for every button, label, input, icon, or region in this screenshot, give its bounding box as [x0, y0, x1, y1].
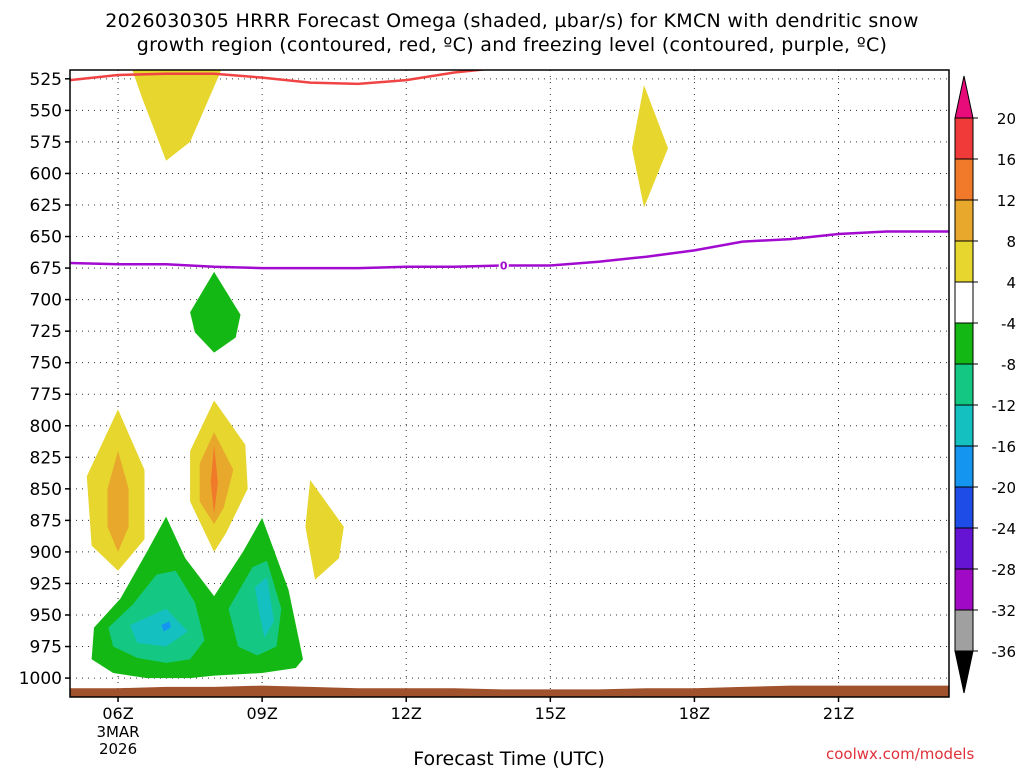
colorbar-label-4: 4 — [1006, 274, 1016, 292]
y-tick-label-850: 850 — [30, 480, 62, 500]
date-label-1: 2026 — [99, 740, 137, 758]
colorbar: 20 16 12 8 4 -4 -8 -12 -16 -20 -24 -28 -32 -36 — [954, 75, 1017, 694]
colorbar-bin-1 — [954, 158, 974, 201]
colorbar-label-9: -20 — [992, 479, 1017, 497]
y-tick-label-650: 650 — [30, 228, 62, 248]
y-tick-label-825: 825 — [30, 448, 62, 468]
y-tick-label-725: 725 — [30, 322, 62, 342]
colorbar-label-12: -32 — [992, 602, 1017, 620]
contour-label-bg — [498, 259, 509, 272]
y-tick-label-775: 775 — [30, 385, 62, 405]
shade-lower-blue-dot — [161, 621, 171, 632]
colorbar-label-8: -16 — [992, 438, 1017, 456]
omega-shading — [86, 70, 668, 679]
x-tick-label-09Z: 09Z — [246, 704, 277, 723]
colorbar-bottom-arrow — [954, 650, 974, 694]
colorbar-label-13: -36 — [992, 643, 1017, 661]
colorbar-label-7: -12 — [992, 397, 1017, 415]
shade-upper-right-patch — [632, 85, 668, 208]
x-tick-label-18Z: 18Z — [679, 704, 710, 723]
x-tick-label-15Z: 15Z — [535, 704, 566, 723]
colorbar-bin-3 — [954, 240, 974, 283]
colorbar-top-arrow — [954, 75, 974, 119]
shade-upper-rising-plume — [132, 70, 222, 161]
colorbar-bin-7 — [954, 404, 974, 447]
y-tick-label-625: 625 — [30, 196, 62, 216]
y-tick-label-975: 975 — [30, 638, 62, 658]
y-tick-label-700: 700 — [30, 291, 62, 311]
y-tick-label-950: 950 — [30, 606, 62, 626]
shade-mid-green-patch — [190, 271, 241, 353]
colorbar-bin-2 — [954, 199, 974, 242]
y-tick-label-575: 575 — [30, 133, 62, 153]
credit-text: coolwx.com/models — [826, 745, 975, 763]
shade-lower-teal-right — [228, 560, 282, 656]
x-tick-label-21Z: 21Z — [823, 704, 854, 723]
y-tick-label-925: 925 — [30, 574, 62, 594]
x-axis-label: Forecast Time (UTC) — [413, 748, 604, 768]
terrain — [70, 685, 949, 697]
date-label-0: 3MAR — [96, 723, 139, 741]
x-tick-label-06Z: 06Z — [102, 704, 133, 723]
contour-label: 0 — [500, 260, 508, 273]
y-tick-label-675: 675 — [30, 259, 62, 279]
colorbar-bin-4 — [954, 281, 974, 324]
colorbar-label-0: 20 — [997, 110, 1016, 128]
colorbar-label-3: 8 — [1006, 233, 1016, 251]
colorbar-label-2: 12 — [997, 192, 1016, 210]
colorbar-bin-0 — [954, 117, 974, 160]
chart-title-line-2: growth region (contoured, red, ºC) and f… — [136, 34, 888, 56]
shade-right-small-patch — [305, 480, 344, 580]
shade-left-column-inner — [107, 451, 129, 552]
y-tick-label-1000: 1000 — [19, 669, 62, 689]
x-tick-label-12Z: 12Z — [391, 704, 422, 723]
colorbar-label-11: -28 — [992, 561, 1017, 579]
colorbar-label-1: 16 — [997, 151, 1016, 169]
chart-title-line-1: 2026030305 HRRR Forecast Omega (shaded, … — [105, 10, 919, 32]
y-tick-label-525: 525 — [30, 70, 62, 90]
colorbar-label-6: -8 — [1001, 356, 1016, 374]
colorbar-label-5: -4 — [1001, 315, 1016, 333]
y-tick-label-800: 800 — [30, 417, 62, 437]
colorbar-bin-10 — [954, 527, 974, 570]
shade-center-column-core — [210, 444, 218, 515]
y-tick-label-750: 750 — [30, 354, 62, 374]
y-tick-label-900: 900 — [30, 543, 62, 563]
plot-frame — [69, 69, 950, 698]
contour-dendritic-snow-growth-boundary — [70, 70, 491, 86]
y-tick-label-550: 550 — [30, 101, 62, 121]
axes: 525 550 575 600 625 650 675 700 725 750 775 800 825 8… — [19, 70, 854, 768]
contour-lines: 0 — [70, 70, 949, 697]
colorbar-bin-5 — [954, 322, 974, 365]
colorbar-bin-11 — [954, 568, 974, 611]
colorbar-bin-8 — [954, 445, 974, 488]
contour-freezing-level — [70, 230, 949, 270]
y-tick-label-875: 875 — [30, 511, 62, 531]
colorbar-label-10: -24 — [992, 520, 1017, 538]
colorbar-bin-6 — [954, 363, 974, 406]
y-tick-label-600: 600 — [30, 164, 62, 184]
colorbar-bin-9 — [954, 486, 974, 529]
colorbar-bin-12 — [954, 609, 974, 652]
grid-lines — [70, 70, 949, 697]
shade-lower-cyan-left — [130, 608, 188, 647]
shade-lower-cyan-right — [254, 577, 275, 638]
